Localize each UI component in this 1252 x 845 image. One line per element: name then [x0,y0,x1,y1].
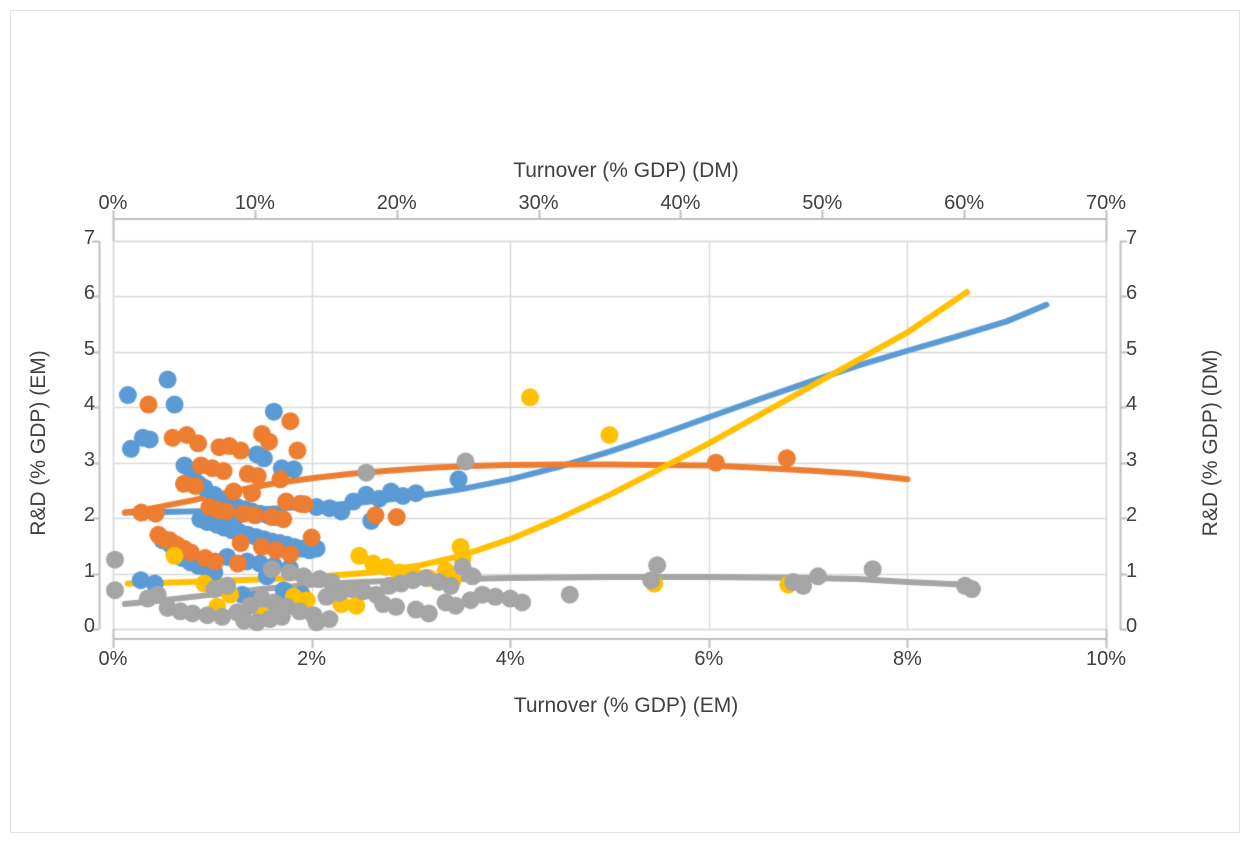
left-tick-0: 0 [83,615,95,637]
left-tick-5: 5 [83,337,95,360]
right-tick-2: 2 [1126,504,1138,527]
right-tick-1: 1 [1126,559,1138,582]
left-tick-1: 1 [83,559,95,582]
right-axis-title: R&D (% GDP) (DM) [1199,349,1222,537]
top-tick-5: 50% [802,192,843,214]
left-tick-4: 4 [83,393,95,416]
bottom-tick-5: 10% [1085,648,1127,670]
left-tick-2: 2 [83,504,95,527]
top-tick-2: 20% [376,192,417,214]
top-tick-6: 60% [944,192,985,214]
bottom-tick-4: 8% [892,648,922,670]
left-axis-title: R&D (% GDP) (EM) [27,350,50,536]
right-tick-6: 6 [1126,282,1138,305]
chart-container: Turnover (% GDP) (DM) Turnover (% GDP) (… [10,10,1240,833]
right-tick-3: 3 [1126,448,1138,471]
top-tick-1: 10% [234,192,275,214]
right-tick-7: 7 [1126,227,1138,249]
right-tick-4: 4 [1126,393,1138,416]
left-tick-7: 7 [83,227,95,249]
right-tick-0: 0 [1126,615,1138,637]
scatter-plot-canvas [11,11,1239,832]
left-tick-3: 3 [83,448,95,471]
bottom-tick-1: 2% [297,648,327,670]
bottom-tick-0: 0% [98,648,128,670]
bottom-tick-3: 6% [694,648,724,670]
top-tick-3: 30% [518,192,559,214]
bottom-axis-title: Turnover (% GDP) (EM) [513,694,739,717]
top-tick-0: 0% [98,192,128,214]
top-tick-7: 70% [1085,192,1127,214]
right-tick-5: 5 [1126,337,1138,360]
left-tick-6: 6 [83,282,95,305]
bottom-tick-2: 4% [495,648,525,670]
top-axis-title: Turnover (% GDP) (DM) [513,159,739,182]
top-tick-4: 40% [660,192,701,214]
